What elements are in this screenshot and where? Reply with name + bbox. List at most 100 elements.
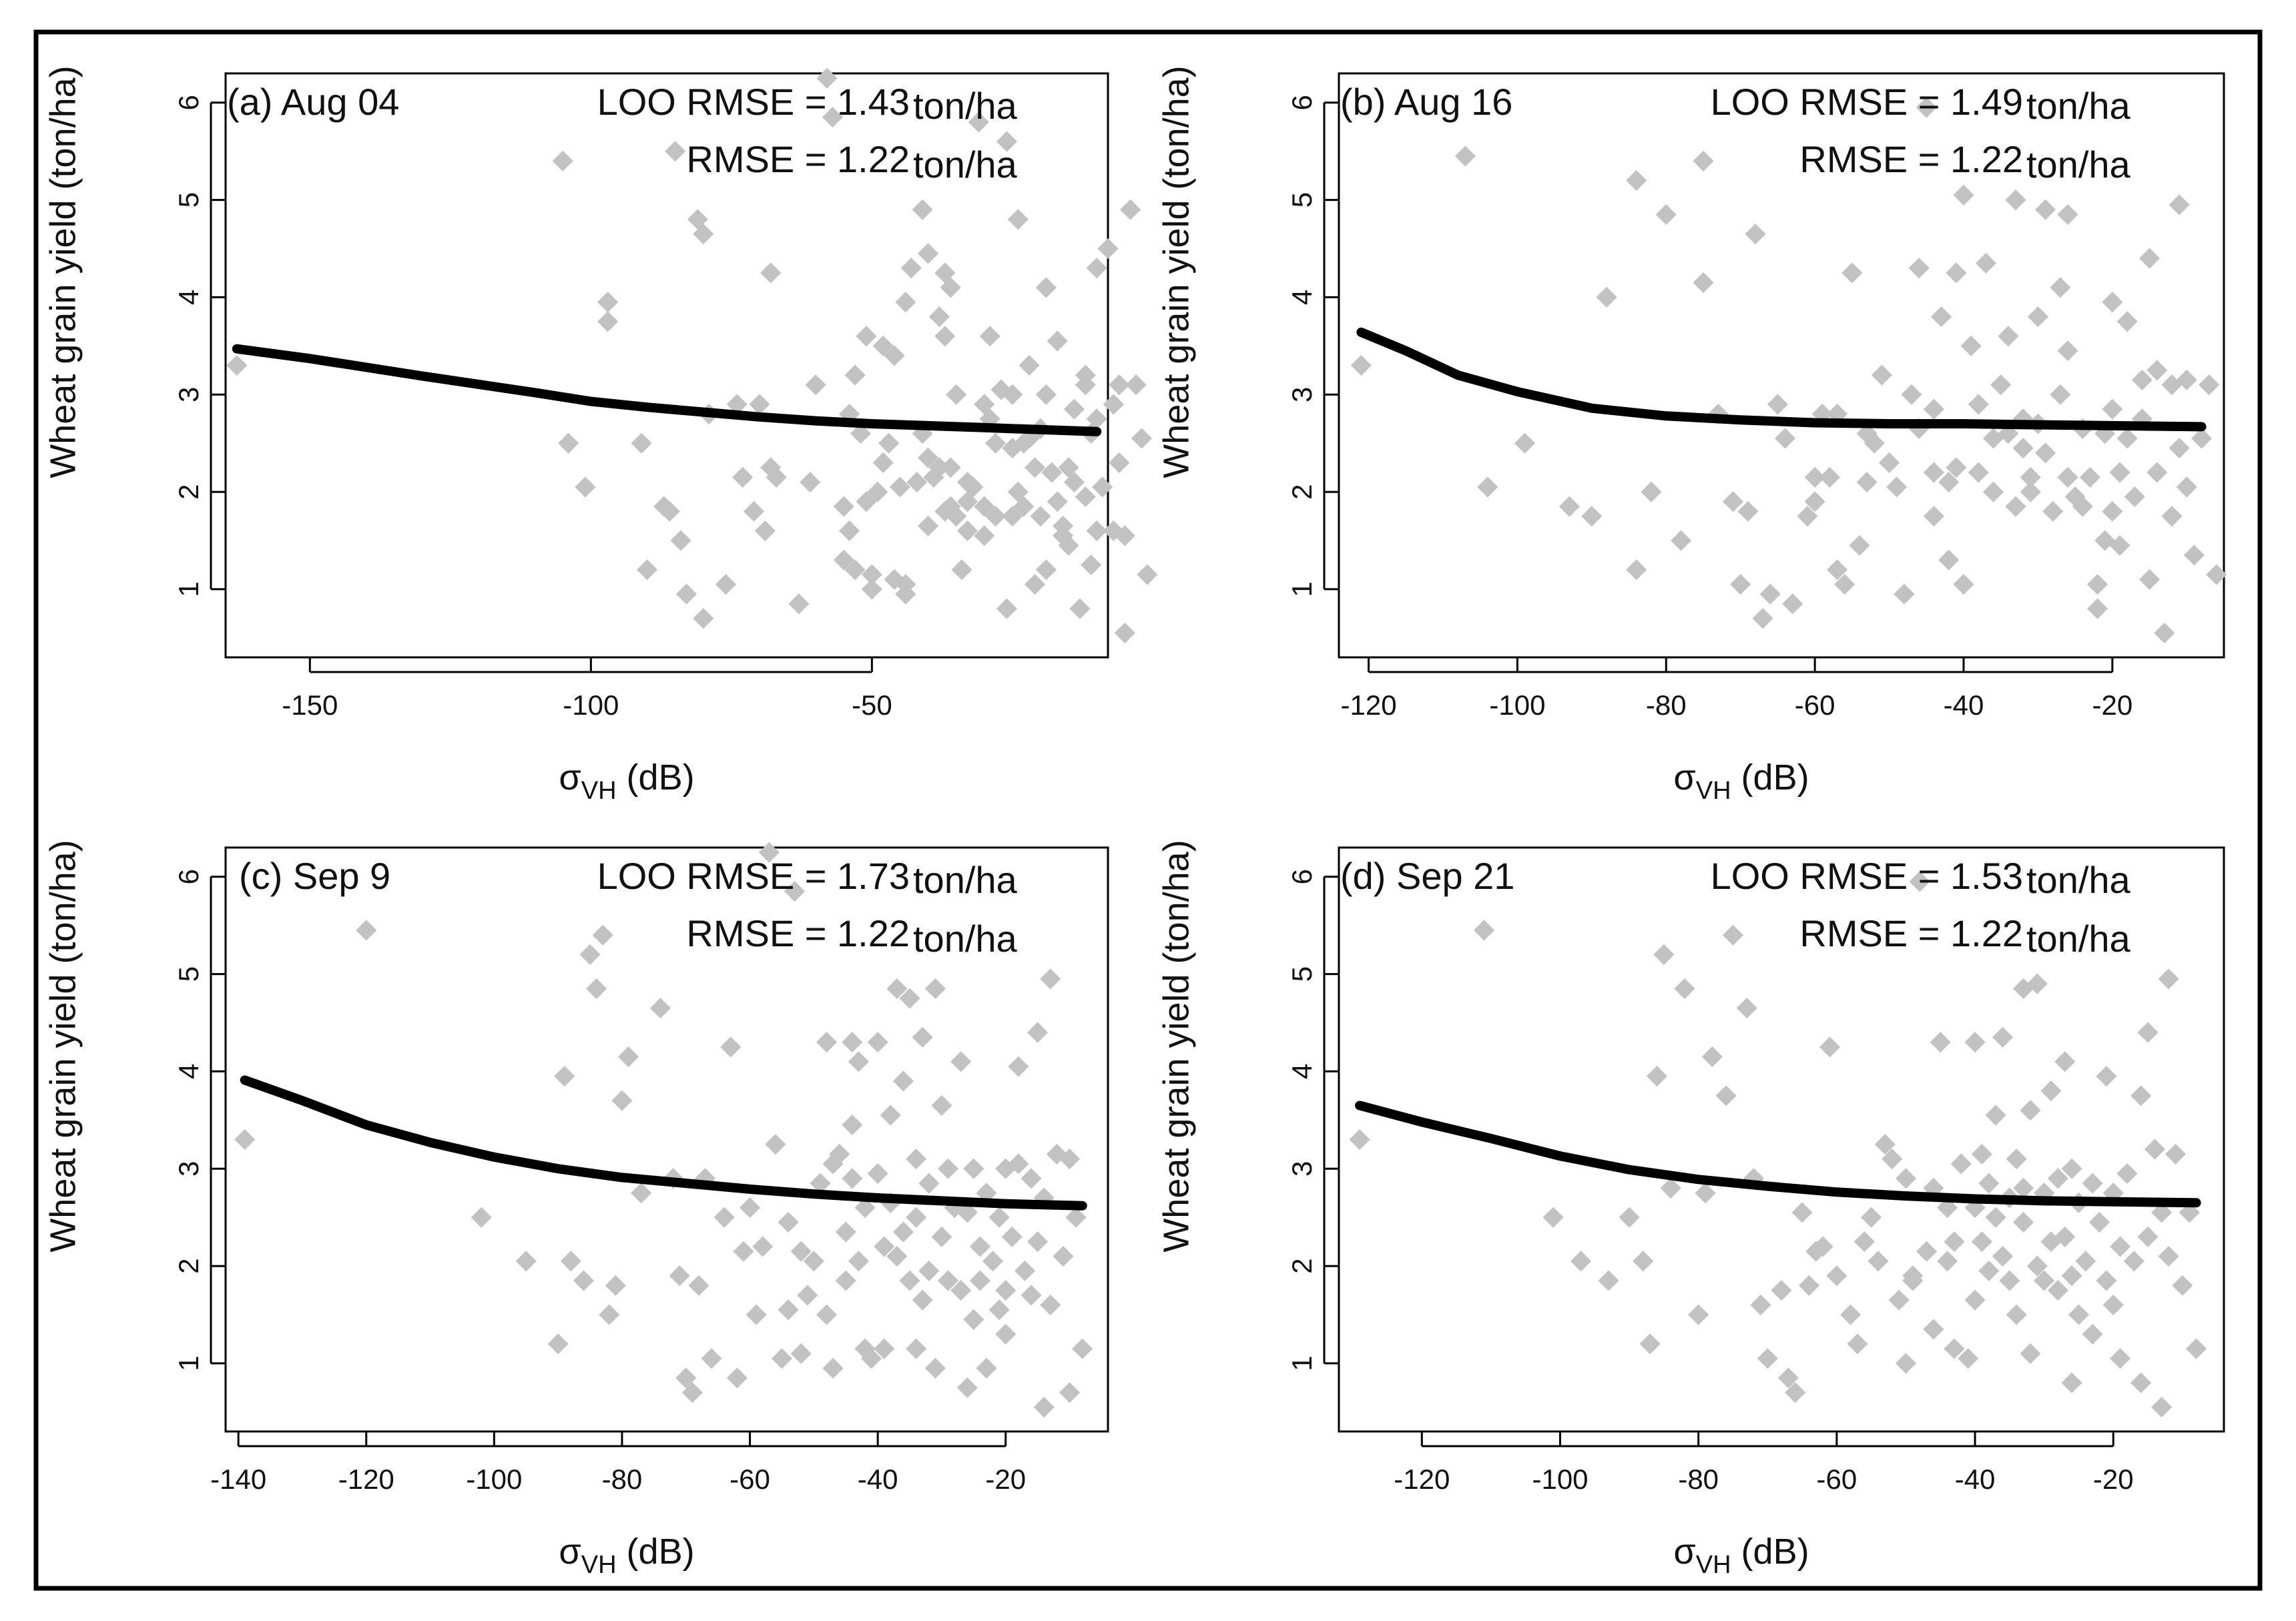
data-point bbox=[880, 1104, 901, 1126]
panel-label: (a) Aug 04 bbox=[227, 81, 399, 123]
data-point bbox=[1826, 1265, 1847, 1287]
y-axis-title: Wheat grain yield (ton/ha) bbox=[1156, 65, 1196, 478]
data-point bbox=[2075, 1251, 2096, 1272]
data-point bbox=[940, 277, 961, 298]
data-point bbox=[976, 1357, 997, 1379]
x-tick-label: -100 bbox=[1532, 1464, 1588, 1495]
data-point bbox=[1558, 496, 1580, 517]
data-point bbox=[956, 1377, 978, 1398]
data-point bbox=[2020, 481, 2041, 503]
data-point bbox=[1040, 1294, 1061, 1315]
data-point bbox=[1671, 530, 1692, 551]
x-tick-label: -80 bbox=[1678, 1464, 1719, 1495]
data-point bbox=[1902, 1265, 1924, 1287]
loo-rmse-unit: ton/ha bbox=[2026, 859, 2131, 901]
data-point bbox=[934, 326, 956, 347]
data-point bbox=[1882, 1149, 1903, 1170]
data-point bbox=[778, 1211, 799, 1233]
fit-line bbox=[1356, 327, 2207, 432]
data-point bbox=[1879, 452, 1900, 473]
data-point bbox=[1985, 1104, 2006, 1126]
data-point bbox=[1021, 1285, 1042, 1306]
x-axis-title-unit: (dB) bbox=[1731, 757, 1809, 797]
y-axis: 1 2 3 4 5 6 bbox=[1286, 869, 1339, 1371]
data-point bbox=[2088, 1211, 2110, 1233]
y-axis-title: Wheat grain yield (ton/ha) bbox=[43, 65, 83, 478]
y-tick-label: 4 bbox=[173, 290, 204, 305]
data-point bbox=[1785, 1382, 1806, 1403]
data-point bbox=[1035, 277, 1057, 298]
y-tick-label: 2 bbox=[173, 484, 204, 499]
x-axis-title-unit: (dB) bbox=[1731, 1532, 1809, 1572]
data-point bbox=[899, 1270, 920, 1291]
data-point bbox=[1834, 574, 1855, 595]
data-point bbox=[1985, 1207, 2006, 1228]
data-point bbox=[2040, 1080, 2062, 1102]
data-point bbox=[956, 1202, 978, 1223]
data-point bbox=[860, 1348, 882, 1369]
data-point bbox=[1570, 1251, 1592, 1272]
data-point bbox=[760, 262, 782, 284]
x-axis-title-subscript: VH bbox=[1696, 1551, 1731, 1579]
data-point bbox=[784, 881, 806, 902]
data-point bbox=[2186, 1338, 2207, 1359]
data-point bbox=[937, 1270, 959, 1291]
data-point bbox=[1953, 184, 1974, 206]
data-point bbox=[1693, 150, 1714, 172]
y-tick-label: 3 bbox=[1286, 387, 1318, 402]
x-tick-label: -20 bbox=[2092, 689, 2133, 721]
data-point bbox=[1598, 1270, 1619, 1291]
y-axis: 1 2 3 4 5 6 bbox=[173, 95, 226, 597]
x-axis: -150 -100 -50 bbox=[282, 657, 892, 721]
data-point bbox=[2139, 569, 2161, 590]
data-point bbox=[1840, 1304, 1861, 1325]
data-point bbox=[1619, 1207, 1640, 1228]
data-point bbox=[892, 1221, 914, 1243]
data-point bbox=[874, 1236, 895, 1257]
data-point bbox=[848, 1051, 869, 1072]
data-point bbox=[924, 978, 946, 1000]
rmse-value: RMSE = 1.22 bbox=[1799, 912, 2023, 954]
panel-label: (c) Sep 9 bbox=[239, 855, 390, 897]
data-point bbox=[2047, 1279, 2068, 1301]
data-point bbox=[1059, 1382, 1081, 1403]
data-point bbox=[2061, 1265, 2082, 1287]
data-point bbox=[2050, 384, 2071, 405]
data-point bbox=[2072, 496, 2093, 517]
data-point bbox=[1964, 1032, 1986, 1053]
data-point bbox=[912, 1289, 933, 1311]
x-axis-title-symbol: σ bbox=[1673, 757, 1695, 797]
y-tick-label: 6 bbox=[1286, 95, 1318, 110]
data-point bbox=[2161, 505, 2183, 527]
data-point bbox=[842, 1032, 863, 1053]
data-point bbox=[1868, 1251, 1889, 1272]
data-point bbox=[867, 1032, 888, 1053]
x-tick-label: -120 bbox=[1341, 689, 1397, 721]
data-point bbox=[2165, 1143, 2187, 1165]
data-point bbox=[1653, 944, 1675, 965]
x-tick-label: -20 bbox=[985, 1464, 1026, 1495]
loo-rmse-value: LOO RMSE = 1.73 bbox=[597, 855, 910, 897]
data-point bbox=[1937, 1251, 1958, 1272]
y-axis-title: Wheat grain yield (ton/ha) bbox=[43, 840, 83, 1252]
data-point bbox=[2035, 442, 2056, 464]
panel-2: -120 -100 -80 -60 -40 -20 1 2 3 4 5 6 Wheat grain yi… bbox=[1156, 65, 2227, 805]
data-point bbox=[1950, 1153, 1972, 1175]
data-point bbox=[1596, 286, 1617, 308]
data-point bbox=[1723, 491, 1744, 513]
x-axis-title: σVH (dB) bbox=[1673, 757, 1809, 805]
data-point bbox=[895, 292, 916, 313]
data-point bbox=[1923, 462, 1944, 483]
plot-frame bbox=[1338, 72, 2225, 659]
data-point bbox=[2087, 574, 2108, 595]
data-point bbox=[2109, 535, 2130, 556]
data-point bbox=[2102, 398, 2123, 420]
data-point bbox=[1008, 1056, 1029, 1077]
data-point bbox=[950, 1279, 972, 1301]
data-point bbox=[1646, 1066, 1668, 1087]
y-axis: 1 2 3 4 5 6 bbox=[173, 869, 226, 1371]
panel-3: -140 -120 -100 -80 -60 -40 -20 1 2 3 4 5 6 Wheat grai… bbox=[43, 840, 1109, 1579]
data-point bbox=[829, 1143, 850, 1165]
